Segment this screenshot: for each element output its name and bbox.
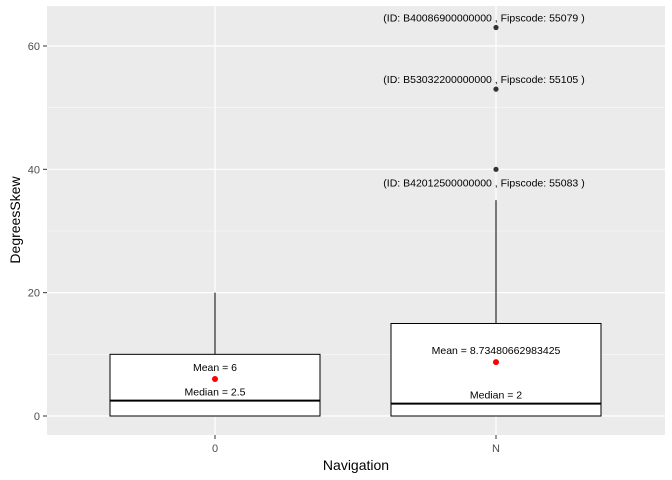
x-tick-label: N: [492, 443, 500, 455]
y-tick-label: 20: [28, 288, 40, 300]
box-N: [390, 322, 602, 417]
outlier-label: (ID: B53032200000000 , Fipscode: 55105 ): [383, 74, 584, 86]
outlier-point: [493, 24, 499, 31]
mean-point: [493, 359, 499, 366]
box-0: [109, 353, 321, 417]
mean-label: Mean = 6: [193, 362, 237, 374]
annotations: Mean = 6 Median = 2.5 Mean = 8.73480662983…: [184, 12, 584, 401]
x-axis-title: Navigation: [323, 457, 389, 473]
boxes: [109, 200, 602, 417]
x-tick-label: 0: [212, 443, 218, 455]
outlier-label: (ID: B40086900000000 , Fipscode: 55079 ): [383, 12, 584, 24]
outlier-label: (ID: B42012500000000 , Fipscode: 55083 ): [383, 177, 584, 189]
median-label: Median = 2.5: [184, 387, 245, 399]
y-axis-title: DegreesSkew: [7, 176, 23, 264]
outlier-point: [493, 166, 499, 172]
mean-point: [212, 375, 218, 382]
y-axis: 0 20 40 60: [28, 41, 47, 423]
y-tick-label: 60: [28, 41, 40, 53]
outliers: [493, 24, 499, 172]
median-label: Median = 2: [470, 390, 522, 402]
outlier-point: [493, 86, 499, 92]
y-tick-label: 40: [28, 164, 40, 176]
mean-label: Mean = 8.73480662983425: [432, 345, 561, 357]
y-tick-label: 0: [34, 411, 40, 423]
